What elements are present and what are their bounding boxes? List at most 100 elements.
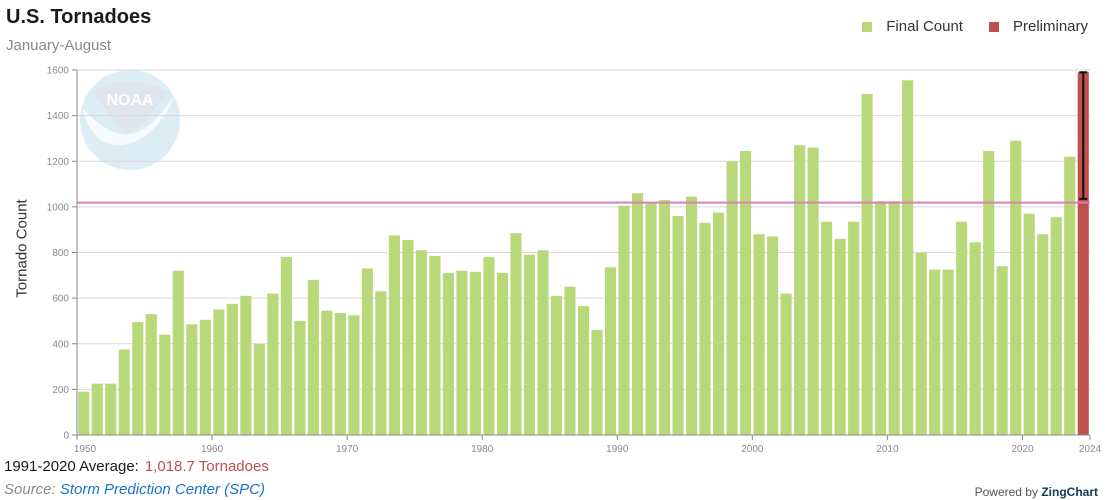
legend-item-preliminary[interactable]: Preliminary [988, 18, 1088, 35]
bar-final-2016[interactable] [969, 242, 981, 435]
bar-final-1982[interactable] [510, 233, 522, 435]
legend-item-final-count[interactable]: Final Count [862, 18, 963, 35]
bar-final-2000[interactable] [753, 234, 765, 435]
x-tick-label: 1990 [606, 444, 629, 455]
bar-final-1980[interactable] [483, 257, 495, 435]
bar-final-2004[interactable] [807, 147, 819, 435]
y-tick-label: 1000 [47, 202, 70, 213]
bar-preliminary-2024[interactable] [1077, 72, 1089, 435]
bar-final-2008[interactable] [861, 93, 873, 435]
bar-final-1973[interactable] [388, 235, 400, 435]
bar-final-1971[interactable] [361, 268, 373, 435]
bar-final-1983[interactable] [523, 254, 536, 435]
bar-final-2010[interactable] [888, 201, 900, 435]
bar-final-1994[interactable] [672, 216, 684, 435]
bar-final-1959[interactable] [199, 319, 211, 435]
svg-text:NOAA: NOAA [106, 92, 154, 109]
x-tick-label: 1970 [336, 444, 359, 455]
bar-final-2022[interactable] [1050, 217, 1062, 435]
x-tick-label: 1980 [471, 444, 494, 455]
bar-final-1953[interactable] [118, 349, 130, 435]
x-tick-label: 2010 [876, 444, 899, 455]
bar-final-1960[interactable] [213, 309, 225, 435]
bar-final-1966[interactable] [294, 320, 306, 435]
bar-final-2013[interactable] [929, 269, 941, 435]
bar-final-2020[interactable] [1023, 213, 1035, 435]
bar-final-1985[interactable] [550, 295, 563, 435]
bar-final-2014[interactable] [942, 269, 954, 435]
bar-final-1989[interactable] [604, 267, 617, 435]
source-label: Source: [4, 481, 56, 498]
bar-final-2019[interactable] [1010, 140, 1022, 435]
bars [77, 71, 1090, 436]
bar-final-1978[interactable] [456, 270, 468, 435]
bar-final-2002[interactable] [780, 293, 792, 435]
bar-final-2006[interactable] [834, 238, 846, 435]
bar-final-2023[interactable] [1064, 156, 1076, 435]
bar-final-1990[interactable] [618, 205, 630, 435]
average-value: 1,018.7 Tornadoes [144, 458, 269, 475]
bar-final-1993[interactable] [658, 200, 671, 435]
bar-final-1958[interactable] [186, 324, 198, 435]
bar-final-2021[interactable] [1037, 234, 1049, 435]
bar-final-1968[interactable] [321, 310, 333, 435]
bar-final-1961[interactable] [226, 303, 238, 435]
bar-final-1955[interactable] [145, 314, 157, 435]
bar-final-1984[interactable] [537, 250, 549, 435]
bar-final-1957[interactable] [172, 270, 184, 435]
bar-final-2001[interactable] [767, 236, 779, 435]
bar-final-1950[interactable] [78, 391, 90, 435]
bar-final-1987[interactable] [577, 306, 590, 435]
bar-final-1964[interactable] [267, 293, 279, 435]
final-count-swatch-icon [862, 21, 873, 32]
bar-final-1970[interactable] [348, 315, 360, 435]
bar-final-1977[interactable] [442, 273, 454, 435]
legend-label: Final Count [886, 18, 963, 35]
bar-final-1965[interactable] [280, 257, 292, 435]
bar-final-1967[interactable] [307, 279, 319, 435]
error-bar [1079, 71, 1088, 200]
bar-final-1998[interactable] [726, 161, 738, 435]
bar-final-1992[interactable] [645, 203, 657, 435]
source-link[interactable]: Storm Prediction Center (SPC) [59, 481, 265, 498]
bar-final-2012[interactable] [915, 252, 927, 436]
average-label: 1991-2020 Average: [4, 458, 139, 475]
axes: 0 200 400 600 800 1000 1200 1400 1600 1950 1960 197… [47, 66, 1102, 456]
x-tick-label: 1960 [201, 444, 224, 455]
bar-final-1988[interactable] [591, 330, 603, 435]
bar-final-1996[interactable] [699, 222, 711, 435]
bar-final-1956[interactable] [159, 334, 171, 435]
bar-final-1962[interactable] [240, 295, 252, 435]
bar-final-1975[interactable] [415, 250, 427, 435]
bar-final-1972[interactable] [375, 291, 387, 435]
zingchart-brand: ZingChart [1041, 485, 1098, 499]
bar-final-1969[interactable] [334, 312, 346, 435]
source-note: Source: Storm Prediction Center (SPC) [4, 481, 265, 498]
bar-final-1979[interactable] [469, 271, 481, 435]
bar-final-1952[interactable] [105, 383, 117, 435]
bar-final-1981[interactable] [496, 273, 509, 435]
x-tick-label: 2020 [1011, 444, 1034, 455]
bar-final-2009[interactable] [875, 201, 887, 435]
bar-final-1986[interactable] [564, 286, 576, 435]
bar-final-1963[interactable] [253, 343, 265, 435]
bar-final-1991[interactable] [631, 193, 644, 435]
noaa-logo-icon: NOAA [80, 70, 180, 170]
bar-final-2018[interactable] [996, 266, 1008, 435]
x-tick-label: 1950 [74, 444, 97, 455]
bar-final-1954[interactable] [132, 322, 144, 435]
bar-final-2015[interactable] [956, 221, 968, 435]
x-tick-label: 2000 [741, 444, 764, 455]
bar-final-1999[interactable] [740, 150, 752, 435]
bar-final-1995[interactable] [686, 196, 698, 435]
bar-final-2005[interactable] [821, 221, 833, 435]
bar-final-1976[interactable] [429, 255, 441, 435]
bar-final-1997[interactable] [713, 212, 725, 435]
bar-final-2007[interactable] [848, 221, 860, 435]
bar-final-2003[interactable] [794, 145, 806, 435]
bar-final-1974[interactable] [402, 239, 414, 435]
bar-final-2011[interactable] [902, 80, 914, 435]
powered-by[interactable]: Powered by ZingChart [974, 485, 1098, 499]
bar-final-2017[interactable] [983, 150, 995, 435]
bar-final-1951[interactable] [91, 383, 103, 435]
